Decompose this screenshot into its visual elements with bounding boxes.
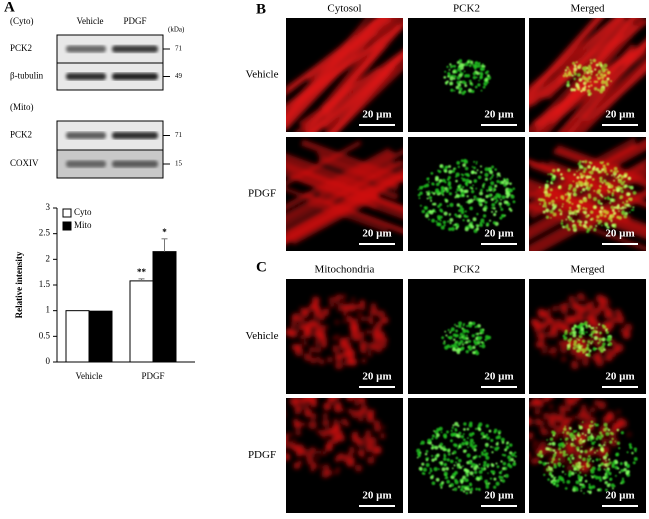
scale-bar-label: 20 µm [605, 371, 634, 383]
micrograph [408, 18, 525, 132]
blot-band [66, 160, 106, 168]
lane-label: Vehicle [77, 16, 104, 26]
column-header: Merged [570, 264, 605, 276]
scale-bar-label: 20 µm [484, 228, 513, 240]
y-tick-label: 2 [46, 253, 51, 263]
column-header: PCK2 [453, 264, 480, 276]
blot-row-label: COXIV [10, 158, 39, 168]
scale-bar-label: 20 µm [362, 490, 391, 502]
y-axis-title: Relative intensity [14, 251, 24, 318]
row-label: PDGF [248, 449, 276, 461]
bar [152, 251, 177, 363]
panel-label: A [4, 0, 15, 15]
micrograph [286, 279, 403, 394]
row-label: Vehicle [246, 330, 279, 342]
y-tick-label: 3 [46, 202, 51, 212]
scale-bar-label: 20 µm [484, 490, 513, 502]
column-header: Cytosol [327, 3, 361, 15]
blot-row-label: β-tubulin [10, 71, 44, 81]
blot-band [112, 73, 158, 80]
column-header: PCK2 [453, 3, 480, 15]
bar [65, 310, 90, 363]
scale-bar-label: 20 µm [484, 371, 513, 383]
blot-band [66, 73, 106, 80]
legend-swatch [62, 208, 72, 218]
kda-label: 15 [175, 160, 183, 168]
micrograph [408, 398, 525, 513]
blot-band [66, 45, 106, 53]
scale-bar-label: 20 µm [605, 109, 634, 121]
micrographs: Cytosol PCK2 Merged Vehicle 20 µm 20 µm 20 µm P… [246, 3, 646, 513]
micrograph [286, 398, 403, 513]
legend-label: Mito [74, 220, 92, 230]
y-tick-label: 0.5 [39, 330, 51, 340]
bar [88, 310, 113, 363]
blot-band [66, 132, 106, 139]
blot-band [112, 160, 158, 168]
fraction-label: (Mito) [10, 102, 34, 112]
scale-bar-label: 20 µm [605, 228, 634, 240]
unit-label: (kDa) [168, 26, 185, 34]
micrograph [408, 137, 525, 251]
panel-label: C [256, 259, 267, 275]
blot-band [112, 45, 158, 53]
micrograph [529, 279, 646, 394]
scale-bar-label: 20 µm [605, 490, 634, 502]
row-label: PDGF [248, 188, 276, 200]
y-tick-label: 1.5 [39, 279, 51, 289]
blot-band [112, 132, 158, 139]
bar [129, 280, 154, 363]
micrograph [529, 398, 646, 513]
significance-label: * [162, 227, 167, 237]
kda-label: 49 [175, 72, 183, 80]
y-tick-label: 2.5 [39, 228, 51, 238]
micrograph [529, 18, 646, 132]
scale-bar-label: 20 µm [362, 371, 391, 383]
blot-row-label: PCK2 [10, 130, 32, 140]
y-tick-label: 0 [46, 356, 51, 366]
legend-label: Cyto [74, 207, 92, 217]
fraction-label: (Cyto) [10, 16, 34, 26]
micrograph [286, 137, 403, 251]
micrograph [529, 137, 646, 251]
micrograph [286, 18, 403, 132]
x-tick-label: PDGF [141, 371, 164, 381]
bar-chart: 0 0.5 1 1.5 2 2.5 3 Relative intensity Vehicle PD… [14, 202, 195, 381]
kda-label: 71 [175, 45, 183, 53]
column-header: Mitochondria [315, 264, 375, 276]
scale-bar-label: 20 µm [362, 109, 391, 121]
kda-label: 71 [175, 131, 183, 139]
x-tick-label: Vehicle [76, 371, 103, 381]
legend-swatch [62, 221, 72, 231]
blot-row-label: PCK2 [10, 43, 32, 53]
scale-bar-label: 20 µm [484, 109, 513, 121]
scale-bar-label: 20 µm [362, 228, 391, 240]
column-header: Merged [570, 3, 605, 15]
lane-label: PDGF [123, 16, 146, 26]
micrograph [408, 279, 525, 394]
y-tick-label: 1 [46, 305, 51, 315]
western-blots: PCK2 71 β-tubulin 49 PCK2 71 COXIV 15 [10, 34, 183, 179]
panel-label: B [256, 1, 266, 17]
significance-label: ** [137, 267, 147, 277]
row-label: Vehicle [246, 69, 279, 81]
